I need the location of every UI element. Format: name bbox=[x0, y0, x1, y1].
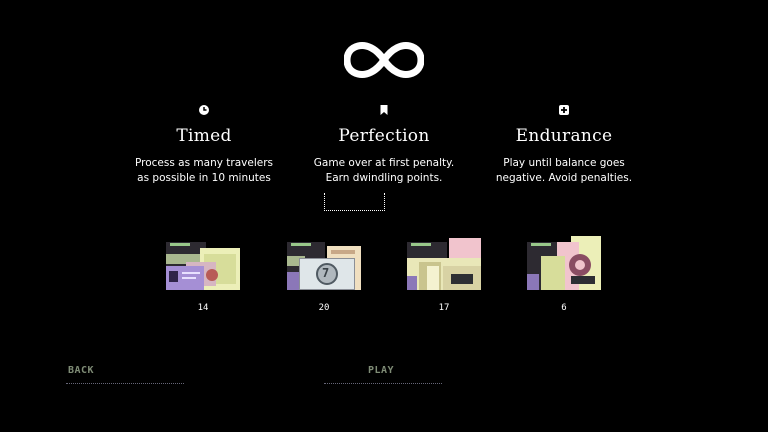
play-label: PLAY bbox=[368, 365, 395, 376]
selection-connector bbox=[324, 193, 385, 211]
slot-count: 17 bbox=[438, 303, 450, 313]
mode-title: Perfection bbox=[338, 126, 430, 146]
save-slot-2[interactable]: 7 20 bbox=[287, 236, 361, 313]
mode-perfection[interactable]: Perfection Game over at first penalty. E… bbox=[294, 104, 474, 186]
save-slot-3[interactable]: 17 bbox=[407, 236, 481, 313]
slot-thumbnail bbox=[407, 236, 481, 290]
bookmark-icon bbox=[380, 105, 388, 115]
slot-count: 14 bbox=[197, 303, 209, 313]
infinity-icon bbox=[344, 42, 424, 78]
save-slot-4[interactable]: 6 bbox=[527, 236, 601, 313]
mode-title: Endurance bbox=[515, 126, 613, 146]
back-button[interactable]: BACK bbox=[66, 363, 184, 384]
mode-timed[interactable]: Timed Process as many travelers as possi… bbox=[114, 104, 294, 186]
mode-description: Process as many travelers as possible in… bbox=[135, 157, 273, 184]
play-button[interactable]: PLAY bbox=[324, 363, 442, 384]
slot-thumbnail: 7 bbox=[287, 236, 361, 290]
back-label: BACK bbox=[68, 365, 95, 376]
slot-thumbnail bbox=[166, 236, 240, 290]
mode-description: Play until balance goes negative. Avoid … bbox=[495, 157, 633, 184]
mode-description: Game over at first penalty. Earn dwindli… bbox=[313, 157, 455, 184]
save-slot-1[interactable]: 14 bbox=[166, 236, 240, 313]
clock-icon bbox=[199, 105, 209, 115]
mode-title: Timed bbox=[176, 126, 232, 146]
slot-count: 20 bbox=[318, 303, 330, 313]
slot-thumbnail bbox=[527, 236, 601, 290]
slot-count: 6 bbox=[561, 303, 567, 313]
plus-icon bbox=[559, 105, 569, 115]
mode-endurance[interactable]: Endurance Play until balance goes negati… bbox=[474, 104, 654, 186]
